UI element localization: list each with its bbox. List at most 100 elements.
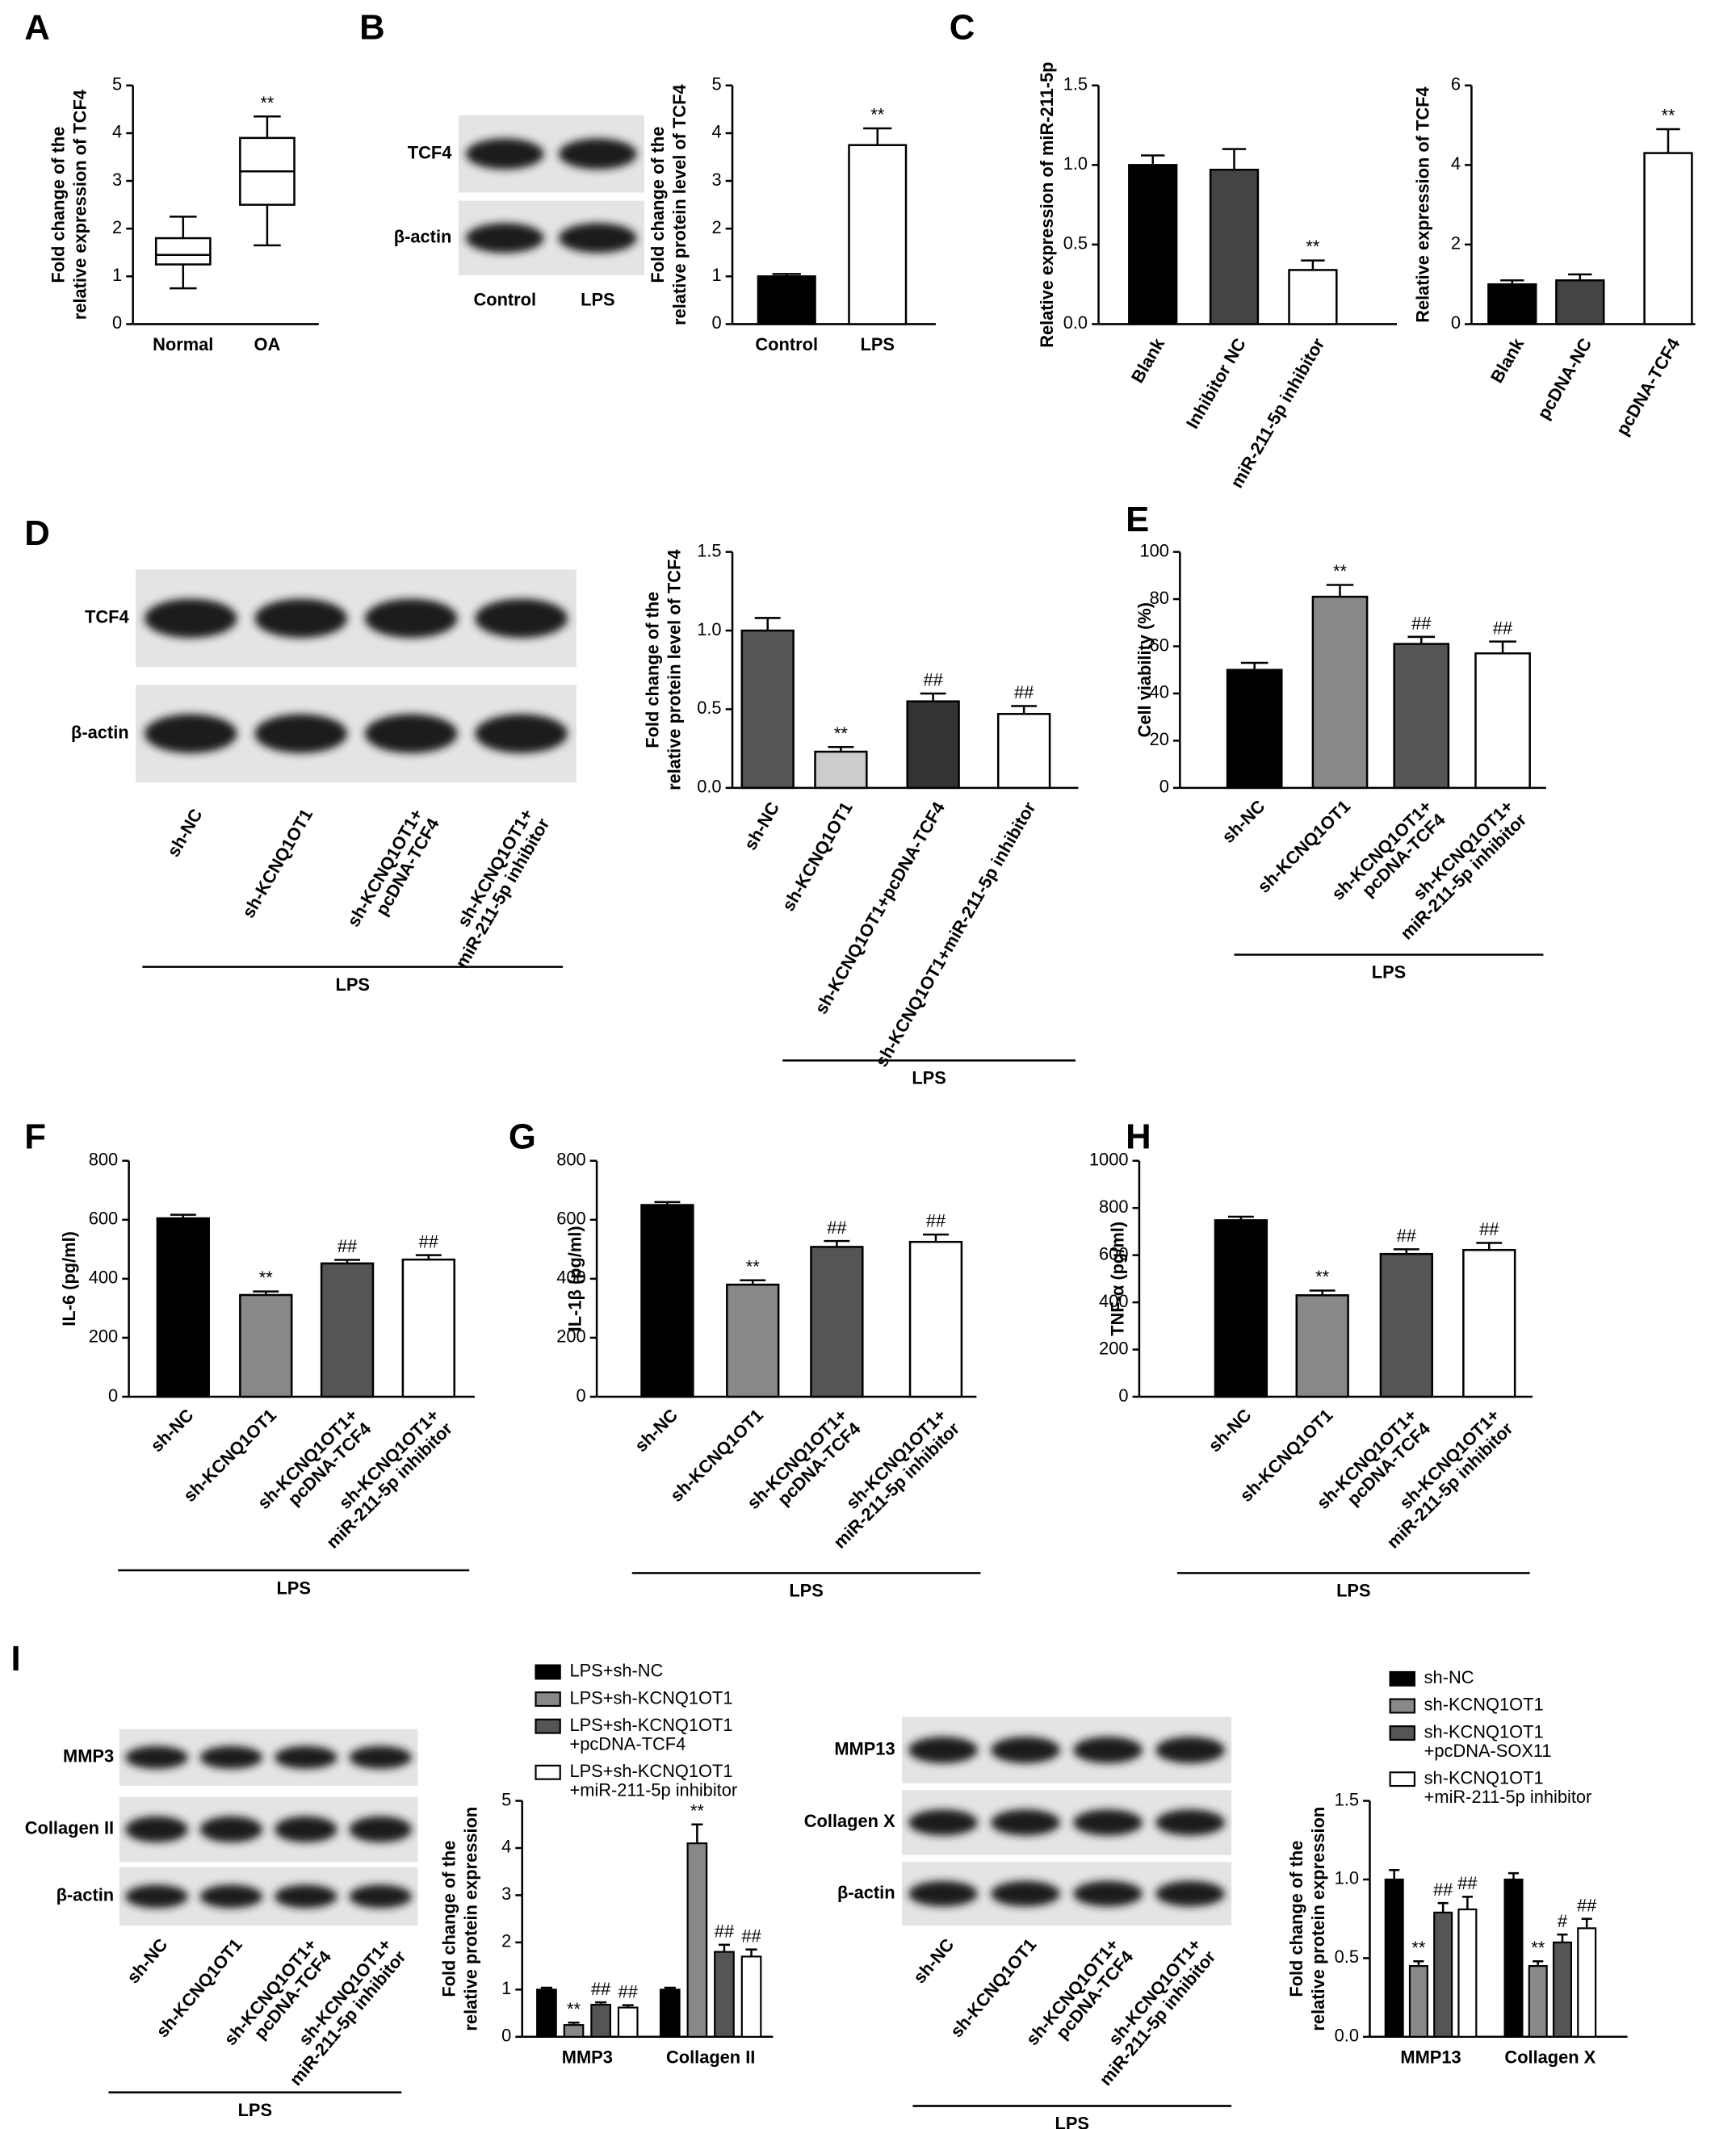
- y-tick-label: 3: [711, 170, 721, 190]
- group-label: LPS: [1336, 1581, 1370, 1601]
- bar: [1503, 1878, 1524, 2038]
- blot-row-label: TCF4: [408, 142, 452, 162]
- bar: [1457, 1908, 1478, 2038]
- bar: [1408, 1965, 1428, 2038]
- bar: [908, 1240, 963, 1398]
- y-tick-label: 0.5: [697, 698, 721, 718]
- significance: ##: [591, 1979, 611, 1999]
- blot-band: [274, 1884, 338, 1909]
- y-axis-label: Fold change of the: [1286, 1841, 1306, 1997]
- lane-label-group: sh-NC: [909, 1934, 958, 1987]
- legend-label: sh-KCNQ1OT1: [1424, 1767, 1544, 1787]
- lane-label-group: sh-NC: [163, 805, 207, 860]
- y-tick-label: 1.0: [1063, 153, 1088, 174]
- blot-band: [1073, 1880, 1143, 1907]
- y-tick-label: 0.0: [697, 777, 721, 797]
- significance: **: [1411, 1938, 1425, 1958]
- y-tick-label: 800: [89, 1150, 118, 1170]
- x-tick-label: LPS: [861, 334, 895, 354]
- error-bar: [1389, 1869, 1400, 1880]
- legend-label: sh-NC: [1424, 1667, 1474, 1687]
- error-bar: [1141, 154, 1165, 166]
- blot-band: [908, 1737, 978, 1764]
- bar: [640, 1204, 694, 1398]
- blot-band: [364, 598, 458, 639]
- y-axis-label: IL-1β (pg/ml): [565, 1226, 585, 1331]
- error-bar: [691, 1823, 703, 1844]
- bar: [810, 1246, 864, 1398]
- error-bar: [920, 692, 946, 702]
- x-tick-label: pcDNA-NC: [1533, 334, 1596, 422]
- legend-label: LPS+sh-KCNQ1OT1: [569, 1715, 732, 1735]
- x-tick-label: sh-NC: [631, 1405, 681, 1456]
- box: [154, 237, 212, 266]
- significance: ##: [741, 1926, 761, 1946]
- bar: [536, 1989, 557, 2038]
- blot-band: [144, 598, 237, 639]
- blot-band: [349, 1884, 412, 1909]
- blot-band: [125, 1884, 188, 1909]
- x-tick-label-group: sh-NC: [146, 1405, 197, 1456]
- y-tick-label: 5: [501, 1789, 511, 1809]
- significance: #: [1558, 1911, 1568, 1931]
- blot-band: [908, 1809, 978, 1836]
- blot-band: [364, 714, 458, 753]
- bar: [1311, 595, 1369, 790]
- y-axis-label: Fold change of the: [48, 127, 69, 283]
- blot-row-label: β-actin: [71, 722, 129, 742]
- significance: ##: [827, 1217, 847, 1238]
- x-tick-label: MMP3: [562, 2047, 613, 2067]
- bar: [740, 1955, 762, 2038]
- legend-label: sh-KCNQ1OT1: [1424, 1721, 1544, 1741]
- y-tick-label: 1: [711, 265, 721, 285]
- blot-band: [1073, 1737, 1143, 1764]
- y-tick-label: 0.0: [1063, 312, 1088, 333]
- y-tick-label: 4: [1451, 153, 1461, 174]
- y-tick-label: 100: [1139, 540, 1168, 560]
- y-tick-label: 800: [1099, 1197, 1128, 1217]
- error-bar: [745, 1948, 757, 1957]
- y-axis-label: relative protein level of TCF4: [664, 549, 684, 790]
- y-tick-label: 0: [501, 2026, 511, 2046]
- bar: [1379, 1252, 1433, 1398]
- y-tick-label: 1: [501, 1978, 511, 1998]
- y-tick-label: 0: [1159, 777, 1169, 797]
- significance: **: [259, 1268, 273, 1288]
- y-tick-label: 0: [1451, 312, 1461, 333]
- blot-band: [1155, 1809, 1225, 1836]
- x-tick-label: sh-NC: [1218, 796, 1268, 847]
- y-tick-label: 0: [112, 312, 122, 333]
- bar: [757, 275, 816, 325]
- panel-label: F: [24, 1117, 46, 1156]
- blot-band: [991, 1737, 1060, 1764]
- x-tick-label-group: sh-KCNQ1OT1+miR-211-5p inhibitor: [871, 798, 1040, 1070]
- y-tick-label: 1.5: [1335, 1789, 1359, 1809]
- blot-band: [274, 1816, 338, 1842]
- error-bar: [1240, 661, 1268, 670]
- bar: [1384, 1878, 1404, 2038]
- legend-swatch: [535, 1691, 561, 1708]
- error-bar: [923, 1233, 949, 1243]
- panel-label: C: [950, 7, 975, 47]
- y-tick-label: 400: [1099, 1291, 1128, 1311]
- error-bar: [1656, 128, 1680, 153]
- bar: [1487, 283, 1537, 325]
- significance: ##: [1433, 1880, 1453, 1900]
- error-bar: [1557, 1933, 1568, 1943]
- y-tick-label: 5: [112, 74, 122, 94]
- x-tick-label: Collagen II: [666, 2047, 755, 2067]
- bar: [714, 1951, 735, 2038]
- bar: [740, 629, 795, 790]
- bar: [617, 2006, 639, 2038]
- bar: [1226, 668, 1283, 790]
- y-axis-label: Fold change of the: [642, 592, 662, 748]
- significance: ##: [715, 1921, 735, 1941]
- significance: ##: [923, 670, 943, 690]
- bar: [814, 750, 868, 790]
- significance: **: [260, 93, 274, 113]
- x-tick-label: Control: [755, 334, 818, 354]
- y-axis-label: IL-6 (pg/ml): [59, 1231, 79, 1326]
- lane-label: sh-NC: [909, 1934, 958, 1987]
- blot-band: [465, 138, 544, 170]
